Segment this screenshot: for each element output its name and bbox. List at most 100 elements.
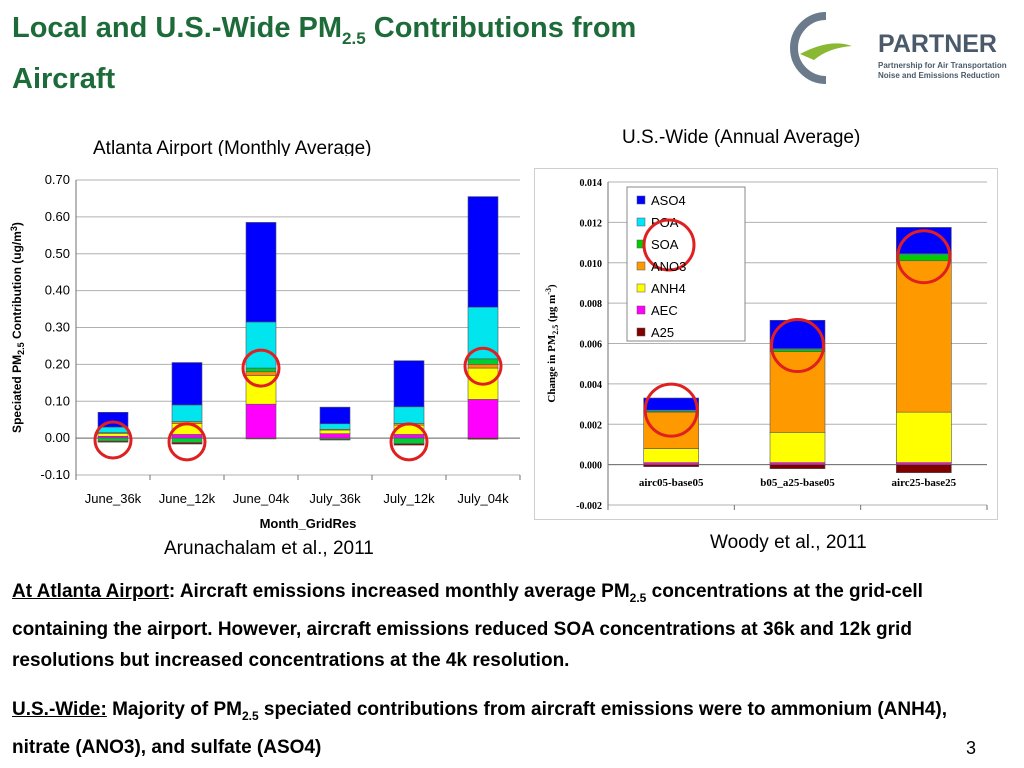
logo-arc-icon xyxy=(790,12,827,84)
x-axis-label: Month_GridRes xyxy=(260,516,357,531)
x-tick-label: airc25-base25 xyxy=(892,477,957,489)
bar-segment xyxy=(319,406,351,425)
y-tick-label: 0.006 xyxy=(580,340,603,351)
bar-segment xyxy=(393,437,425,444)
bar-segment xyxy=(245,367,277,373)
logo-name: PARTNER xyxy=(878,30,997,58)
highlight-circle xyxy=(770,318,825,374)
logo-line1: Partnership for Air Transportation xyxy=(878,61,1007,70)
legend-label: A25 xyxy=(651,325,674,340)
bar-segment xyxy=(97,437,129,442)
paragraph-us-lead: U.S.-Wide: xyxy=(12,699,107,720)
bar-segment xyxy=(643,462,699,465)
bar-segment xyxy=(643,397,699,411)
bar-segment xyxy=(643,448,699,463)
paragraph-atlanta-pre: : Aircraft emissions increased monthly a… xyxy=(168,581,630,602)
bar-segment xyxy=(245,371,277,376)
y-tick-label: 0.000 xyxy=(580,461,603,472)
bar-segment xyxy=(319,433,351,439)
highlight-circle xyxy=(93,420,133,460)
bar-segment xyxy=(769,462,826,465)
legend-swatch xyxy=(636,195,646,205)
y-tick-label: 0.70 xyxy=(45,172,70,187)
bar-segment xyxy=(896,462,952,465)
y-axis-label-part: 2.5 xyxy=(551,325,560,335)
y-tick-label: -0.10 xyxy=(40,467,70,482)
legend-label: ASO4 xyxy=(651,193,686,208)
slide-title: Local and U.S.-Wide PM2.5 Contributions … xyxy=(12,8,732,99)
x-tick-label: July_04k xyxy=(457,491,509,506)
paragraph-atlanta-sub: 2.5 xyxy=(629,590,647,605)
left-chart-caption: Atlanta Airport (Monthly Average) xyxy=(93,138,372,159)
logo-wing-icon xyxy=(800,43,852,60)
highlight-circle xyxy=(241,348,281,388)
atlanta-chart-svg: -0.10 0.00 0.10 0.20 0.30 0.40 0.50 0.60 0.70 Jun… xyxy=(9,172,521,531)
y-axis-label-part: ) xyxy=(10,222,24,226)
bar-segment xyxy=(171,404,203,422)
bar-segment xyxy=(171,362,203,406)
legend-label: AEC xyxy=(651,303,678,318)
highlight-circle xyxy=(167,422,207,462)
right-credit: Woody et al., 2011 xyxy=(710,532,867,553)
y-axis-label-part: Contribution (ug/m xyxy=(10,231,24,342)
bar-segment xyxy=(171,434,203,439)
us-chart: -0.002 0.000 0.002 0.004 0.006 0.008 0.010 0.01… xyxy=(534,168,998,520)
highlight-circle xyxy=(463,346,503,386)
y-tick-label: 0.008 xyxy=(580,299,603,310)
y-axis-label-part: -3 xyxy=(544,288,553,295)
bar-segment xyxy=(896,411,952,463)
paragraph-atlanta-post: concentrations at the grid-cell containi… xyxy=(12,581,923,671)
bar-segment xyxy=(245,403,277,439)
paragraph-us-sub: 2.5 xyxy=(241,708,259,723)
y-tick-label: 0.10 xyxy=(45,393,70,408)
bar-segment xyxy=(319,438,351,441)
bar-segment xyxy=(319,423,351,430)
bar-segment xyxy=(245,437,277,440)
highlight-circle xyxy=(896,229,952,285)
bar-segment xyxy=(97,440,129,443)
bar-segment xyxy=(393,406,425,424)
bar-segment xyxy=(467,437,499,440)
bar-segment xyxy=(467,399,499,439)
partner-logo: PARTNER Partnership for Air Transportati… xyxy=(790,12,1007,84)
y-tick-label: 0.40 xyxy=(45,283,70,298)
paragraph-us-pre: Majority of PM xyxy=(106,699,242,720)
legend-highlight-circle xyxy=(642,218,696,272)
y-tick-label: 0.002 xyxy=(580,420,603,431)
y-tick-label: -0.002 xyxy=(576,501,602,512)
bar-segment xyxy=(171,437,203,443)
legend-swatch xyxy=(636,283,646,293)
bar-segment xyxy=(769,319,826,349)
y-axis-label-part: ) xyxy=(546,284,558,288)
x-tick-label: airc05-base05 xyxy=(639,477,704,489)
bar-segment xyxy=(467,358,499,365)
y-tick-label: 0.60 xyxy=(45,209,70,224)
paragraph-us: U.S.-Wide: Majority of PM2.5 speciated c… xyxy=(12,694,1002,763)
bar-segment xyxy=(896,464,952,473)
paragraph-us-post: speciated contributions from aircraft em… xyxy=(12,699,948,758)
y-tick-label: 0.30 xyxy=(45,320,70,335)
us-chart-svg: -0.002 0.000 0.002 0.004 0.006 0.008 0.010 0.01… xyxy=(544,178,988,512)
title-sub: 2.5 xyxy=(342,28,366,48)
legend-swatch xyxy=(636,261,646,271)
bar-segment xyxy=(319,429,351,435)
title-post: Contributions from Aircraft xyxy=(12,12,637,95)
left-credit: Arunachalam et al., 2011 xyxy=(164,538,374,559)
bar-segment xyxy=(245,222,277,323)
bar-segment xyxy=(97,426,129,433)
x-tick-label: June_12k xyxy=(159,491,216,506)
title-pre: Local and U.S.-Wide PM xyxy=(12,12,343,44)
legend-label: ANH4 xyxy=(651,281,686,296)
legend-swatch xyxy=(636,327,646,337)
bar-segment xyxy=(769,464,826,469)
legend-label: ANO3 xyxy=(651,259,686,274)
y-tick-label: 0.50 xyxy=(45,246,70,261)
bar-segment xyxy=(643,464,699,467)
y-tick-label: 0.20 xyxy=(45,356,70,371)
y-axis-label: Change in PM2.5 (μg m-3) xyxy=(544,284,560,403)
bar-segment xyxy=(896,254,952,262)
x-tick-label: July_36k xyxy=(309,491,361,506)
y-axis-label-part: Speciated PM xyxy=(10,355,24,433)
y-tick-label: 0.012 xyxy=(580,218,603,229)
bar-segment xyxy=(896,260,952,413)
